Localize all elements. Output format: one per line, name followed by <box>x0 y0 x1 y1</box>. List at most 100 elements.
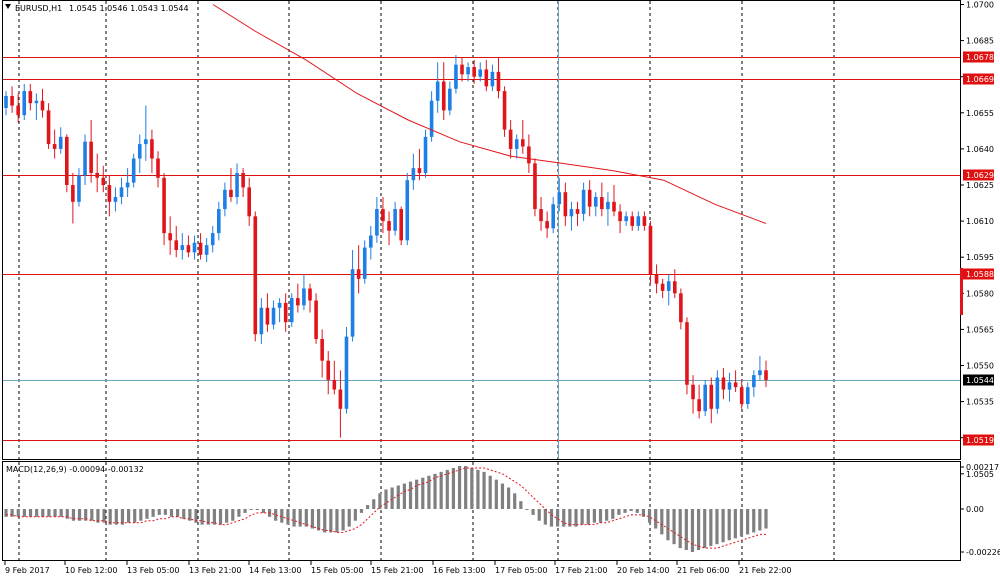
macd-bar <box>690 509 695 552</box>
macd-bar <box>451 467 456 509</box>
candle-body <box>448 88 452 111</box>
candle-body <box>89 141 93 173</box>
candle-body <box>10 95 14 106</box>
candle-body <box>508 129 513 149</box>
macd-bar <box>654 509 658 529</box>
macd-bar <box>176 509 180 517</box>
candle-body <box>514 139 519 149</box>
macd-bar <box>157 509 161 515</box>
symbol-label: EURUSD,H1 <box>15 4 62 13</box>
candle <box>691 375 695 414</box>
macd-bar <box>274 509 278 521</box>
candle <box>223 182 227 217</box>
macd-bar <box>433 473 437 509</box>
time-tick-label: 10 Feb 12:00 <box>65 566 117 575</box>
candle <box>65 134 69 193</box>
candle-body <box>356 269 361 279</box>
macd-bar <box>647 509 652 523</box>
level-price-badge <box>963 268 994 280</box>
macd-bar <box>586 509 590 525</box>
candle <box>168 216 172 255</box>
macd-bar <box>225 509 229 523</box>
price-tick-label: 1.0640 <box>966 145 994 154</box>
candle <box>709 377 714 424</box>
range-marker <box>960 268 963 315</box>
price-tick-label: 1.0700 <box>966 1 994 10</box>
macd-bar <box>396 485 400 509</box>
level-price-badge <box>963 434 994 446</box>
candle-body <box>569 209 574 217</box>
candle <box>296 283 300 313</box>
macd-bar <box>709 509 713 547</box>
macd-bar <box>384 489 388 509</box>
candle <box>685 317 689 395</box>
candle <box>411 153 416 190</box>
candle <box>454 55 458 94</box>
candle <box>174 225 179 258</box>
candle <box>144 105 148 161</box>
candle <box>460 57 464 82</box>
candle-body <box>326 360 331 380</box>
candle-body <box>521 139 525 147</box>
time-tick-label: 9 Feb 2017 <box>5 566 50 575</box>
candle <box>113 187 118 212</box>
moving-average <box>212 4 767 224</box>
candle <box>654 264 659 294</box>
candle <box>557 177 562 212</box>
macd-bar <box>182 509 186 519</box>
candle <box>697 384 701 419</box>
candle-body <box>727 382 732 390</box>
time-tick-label: 21 Feb 06:00 <box>677 566 729 575</box>
candle-body <box>40 100 45 111</box>
macd-bar <box>280 509 284 523</box>
collapse-triangle-icon[interactable] <box>5 4 11 9</box>
candle <box>739 379 744 409</box>
candle <box>587 180 592 217</box>
candle <box>235 163 239 205</box>
candle-body <box>679 293 683 323</box>
macd-bar <box>65 509 69 519</box>
candle <box>533 158 537 217</box>
macd-bar <box>727 509 731 541</box>
level-price-label: 1.0629 <box>966 171 994 180</box>
macd-bar <box>488 475 492 509</box>
macd-tick-label: -0.00226 <box>966 548 1000 557</box>
candle <box>186 235 191 258</box>
candle <box>326 351 331 395</box>
candle-body <box>302 288 306 306</box>
macd-bar <box>310 509 315 529</box>
macd-bar <box>212 509 216 525</box>
level-price-badge <box>963 51 994 63</box>
candle-body <box>314 300 318 340</box>
candle-body <box>198 242 203 255</box>
candle-body <box>58 136 63 149</box>
candle <box>508 120 513 159</box>
horizontal-levels[interactable] <box>3 1 960 459</box>
candle <box>478 62 483 82</box>
candle <box>277 298 282 323</box>
candle <box>727 372 732 402</box>
candle <box>435 62 440 113</box>
candle <box>241 168 245 198</box>
candle <box>119 177 124 205</box>
candle-body <box>332 379 337 390</box>
candle-body <box>186 245 191 253</box>
macd-bar <box>366 505 370 509</box>
candle-body <box>630 216 635 226</box>
candle <box>466 62 470 82</box>
macd-bar <box>525 509 529 510</box>
candle <box>302 274 306 311</box>
macd-bar <box>28 509 33 517</box>
time-tick-label: 20 Feb 14:00 <box>617 566 669 575</box>
candle <box>502 86 507 137</box>
candle-body <box>612 201 616 212</box>
candle-body <box>247 187 251 217</box>
candle <box>210 225 215 253</box>
macd-bar <box>752 509 756 533</box>
moving-average-line <box>212 4 767 224</box>
candle <box>156 151 160 188</box>
time-tick-label: 13 Feb 05:00 <box>127 566 179 575</box>
macd-bar <box>764 509 768 529</box>
candle-body <box>691 384 695 400</box>
